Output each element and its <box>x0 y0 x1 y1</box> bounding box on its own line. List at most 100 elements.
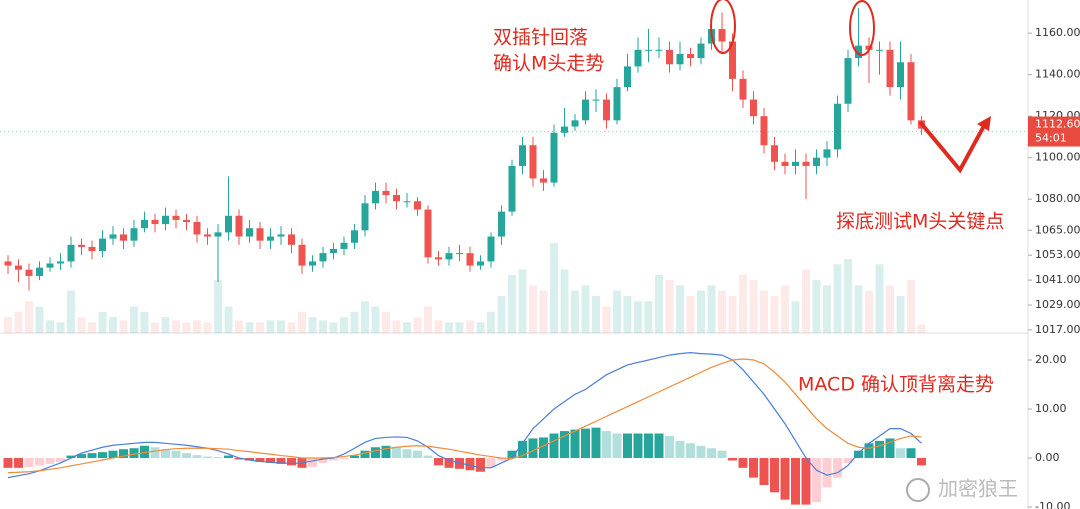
candle-body <box>141 219 148 229</box>
volume-bar <box>266 320 275 333</box>
candle-body <box>655 49 663 51</box>
volume-bar <box>140 311 149 333</box>
histogram-bar <box>612 433 622 459</box>
histogram-bar <box>801 458 811 505</box>
volume-bar <box>854 285 863 333</box>
volume-bar <box>88 322 96 333</box>
volume-bar <box>665 280 674 333</box>
candle-body <box>330 248 337 254</box>
candle-body <box>340 242 348 249</box>
candle-body <box>120 234 127 241</box>
histogram-bar <box>308 458 317 467</box>
candle-body <box>760 116 768 146</box>
volume-bar <box>119 320 128 333</box>
histogram-bar <box>665 435 674 459</box>
candle-body <box>718 29 726 42</box>
histogram-bar <box>896 448 905 459</box>
candle-body <box>414 201 421 210</box>
candle-body <box>25 269 33 276</box>
volume-bar <box>781 285 789 333</box>
histogram-bar <box>245 458 254 461</box>
candle-body <box>319 253 327 262</box>
candle-body <box>498 211 505 237</box>
candle-body <box>729 41 736 79</box>
volume-bar <box>4 317 12 333</box>
macd-line <box>7 352 922 479</box>
candle-body <box>393 195 400 202</box>
candle-body <box>309 261 316 266</box>
candle-body <box>151 219 159 225</box>
histogram-bar <box>885 438 895 459</box>
candle-body <box>67 244 75 262</box>
highlight-ellipse <box>710 0 736 54</box>
candle-body <box>802 161 810 166</box>
candle-body <box>771 145 778 162</box>
volume-bar <box>602 306 611 333</box>
histogram-bar <box>486 458 496 468</box>
y-tick-label: 1041.00 <box>1035 273 1080 286</box>
candle-body <box>550 132 558 183</box>
candle-body <box>15 265 22 270</box>
y-tick-label: 1080.00 <box>1035 192 1080 205</box>
volume-bar <box>287 322 296 333</box>
histogram-bar <box>570 429 580 459</box>
candle-body <box>886 49 894 88</box>
volume-bar <box>581 285 590 333</box>
histogram-bar <box>539 437 548 459</box>
candle-body <box>361 203 369 231</box>
histogram-bar <box>150 447 160 459</box>
histogram-bar <box>654 433 664 459</box>
y-tick-label: 1065.00 <box>1035 223 1080 236</box>
histogram-bar <box>35 458 44 466</box>
histogram-bar <box>843 458 853 463</box>
candle-body <box>582 99 589 121</box>
volume-bar <box>560 269 569 333</box>
histogram-bar <box>465 458 475 471</box>
histogram-bar <box>266 458 275 463</box>
volume-bar <box>812 280 821 333</box>
volume-bar <box>907 280 915 333</box>
volume-bar <box>56 322 65 333</box>
histogram-bar <box>822 458 832 488</box>
candle-body <box>540 178 547 183</box>
watermark-icon <box>906 478 930 502</box>
candle-body <box>36 267 43 276</box>
candle-body <box>907 62 915 121</box>
histogram-bar <box>917 458 926 466</box>
candle-body <box>78 244 85 247</box>
histogram-bar <box>549 433 559 459</box>
volume-bar <box>550 243 558 333</box>
volume-bar <box>298 311 306 333</box>
y-tick-label: 20.00 <box>1035 353 1067 366</box>
volume-bar <box>718 290 726 333</box>
volume-bar <box>655 274 663 333</box>
histogram-bar <box>528 438 538 459</box>
histogram-bar <box>738 458 748 468</box>
volume-bar <box>613 290 621 333</box>
histogram-bar <box>287 458 296 466</box>
y-tick-label: 0.00 <box>1035 451 1060 464</box>
volume-bar <box>728 295 737 333</box>
volume-bar <box>644 301 653 333</box>
volume-bar <box>476 322 485 333</box>
volume-bar <box>770 295 779 333</box>
y-tick-label: 1160.00 <box>1035 26 1080 39</box>
volume-bar <box>308 317 317 333</box>
watermark: 加密狼王 <box>938 477 1018 501</box>
histogram-bar <box>360 450 370 459</box>
candle-body <box>529 145 537 179</box>
candle-body <box>645 49 652 51</box>
candle-body <box>676 53 684 65</box>
y-tick-label: 10.00 <box>1035 402 1067 415</box>
histogram-bar <box>234 458 244 460</box>
candle-body <box>876 49 883 51</box>
candle-body <box>697 43 705 59</box>
candle-body <box>561 126 568 133</box>
volume-bar <box>518 269 527 333</box>
volume-bar <box>340 317 348 333</box>
histogram-bar <box>140 445 149 459</box>
candle-body <box>99 238 106 252</box>
volume-bar <box>392 320 401 333</box>
volume-bar <box>487 311 495 333</box>
volume-bar <box>109 317 117 333</box>
